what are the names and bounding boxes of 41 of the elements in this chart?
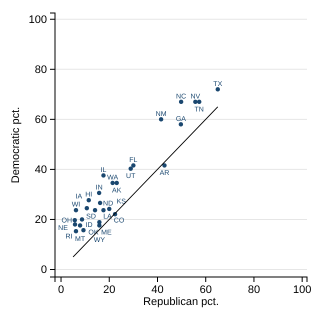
y-tick-label: 0 <box>40 264 47 276</box>
point <box>178 100 184 104</box>
point <box>81 228 86 232</box>
y-tick-label: 80 <box>34 64 47 76</box>
point <box>84 206 90 210</box>
point <box>101 173 106 178</box>
point <box>114 180 119 186</box>
point <box>107 206 112 212</box>
point <box>162 163 167 168</box>
x-tick-label: 100 <box>292 284 312 296</box>
point <box>216 87 220 92</box>
point <box>96 190 102 196</box>
point <box>128 166 133 171</box>
y-tick-label: 100 <box>28 14 47 26</box>
point <box>74 208 78 212</box>
y-tick-label: 60 <box>34 114 47 126</box>
y-tick-label: 40 <box>34 164 47 176</box>
point <box>193 100 198 104</box>
x-tick-label: 40 <box>151 284 164 296</box>
x-tick-label: 80 <box>248 284 260 296</box>
point <box>74 229 78 234</box>
point <box>178 122 184 127</box>
point <box>98 200 102 206</box>
point <box>158 117 164 122</box>
point <box>78 223 82 228</box>
point <box>72 222 78 227</box>
point <box>197 100 202 104</box>
point <box>80 217 84 222</box>
x-tick-label: 60 <box>200 284 212 296</box>
x-axis-title: Republican pct. <box>143 296 219 308</box>
point <box>86 198 91 202</box>
point <box>110 180 115 186</box>
point <box>101 208 106 212</box>
y-axis-title: Democratic pct. <box>10 106 22 184</box>
x-tick-label: 20 <box>103 284 116 296</box>
point <box>97 223 102 228</box>
point <box>131 163 136 168</box>
point <box>72 218 77 222</box>
x-tick-label: 0 <box>58 284 64 296</box>
point <box>92 208 98 212</box>
y-tick-label: 20 <box>34 214 47 226</box>
